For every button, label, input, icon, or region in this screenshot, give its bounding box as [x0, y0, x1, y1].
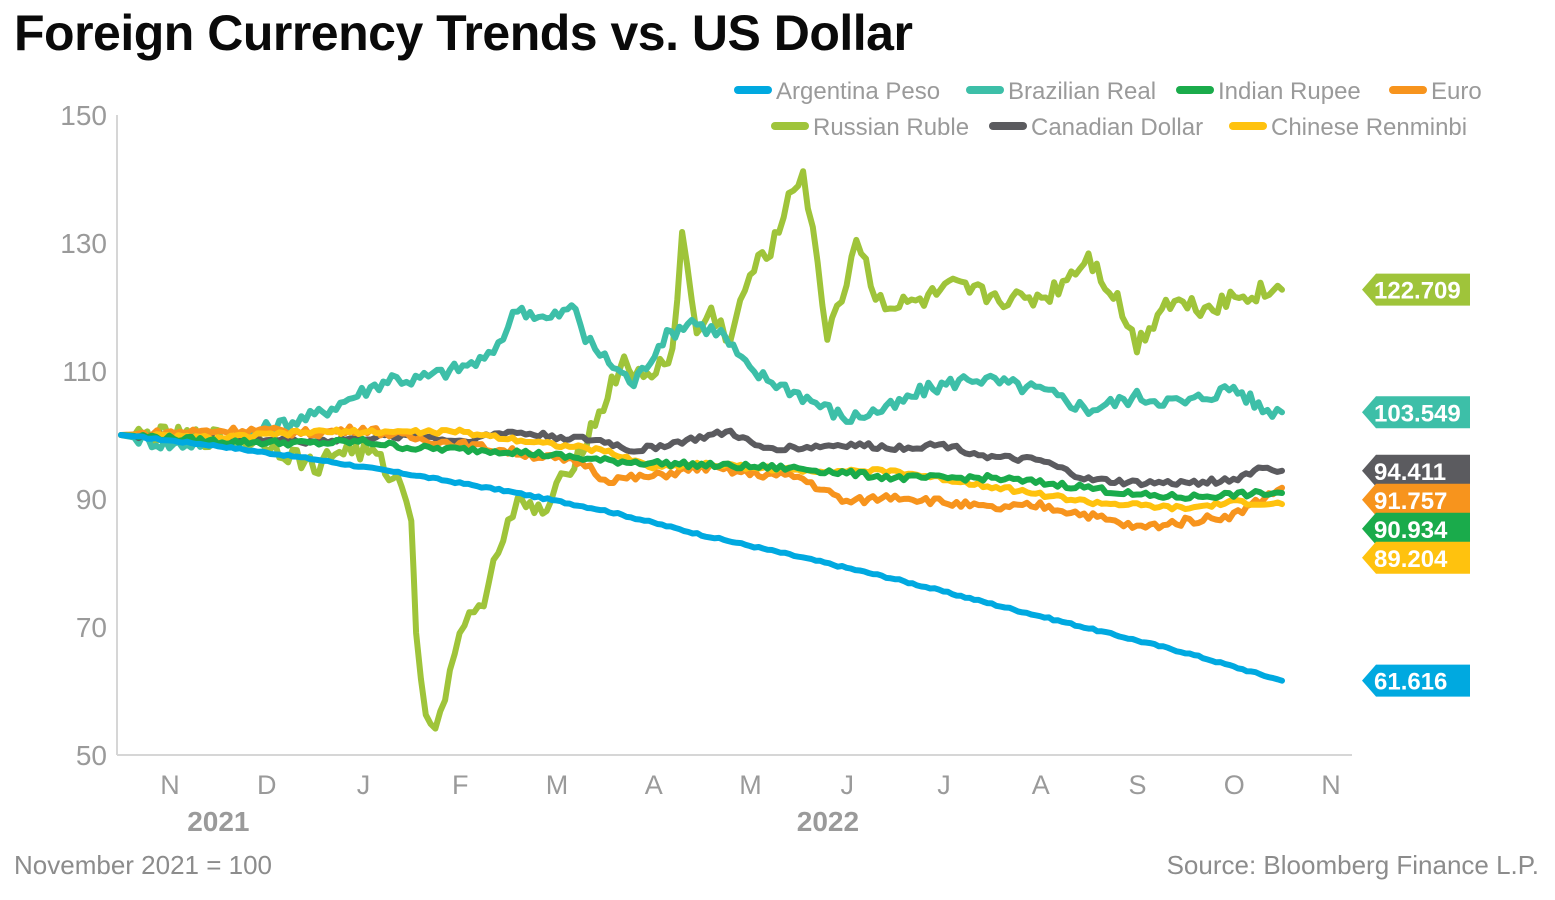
chart-title: Foreign Currency Trends vs. US Dollar — [14, 5, 913, 61]
legend-label: Russian Ruble — [813, 114, 969, 141]
end-value-label: 90.934 — [1374, 517, 1448, 544]
end-value-label: 103.549 — [1374, 400, 1461, 427]
legend-label: Chinese Renminbi — [1271, 114, 1467, 141]
y-tick-label: 70 — [76, 612, 107, 643]
series-line-brazilian-real — [118, 302, 1285, 452]
x-tick-label: S — [1128, 770, 1146, 800]
x-tick-label: J — [937, 770, 951, 800]
x-tick-label: M — [546, 770, 569, 800]
legend-label: Indian Rupee — [1218, 78, 1361, 105]
x-tick-label: A — [645, 770, 663, 800]
x-tick-label: J — [357, 770, 371, 800]
end-value-label: 91.757 — [1374, 488, 1447, 515]
end-value-label: 89.204 — [1374, 546, 1448, 573]
series-line-indian-rupee — [118, 432, 1285, 502]
x-tick-label: N — [1321, 770, 1341, 800]
series-line-russian-ruble — [118, 168, 1285, 732]
end-label-tag — [1362, 396, 1470, 429]
legend-label: Euro — [1431, 78, 1482, 105]
x-tick-label: N — [160, 770, 180, 800]
end-value-label: 122.709 — [1374, 278, 1461, 305]
legend-label: Brazilian Real — [1008, 78, 1156, 105]
source-footnote: Source: Bloomberg Finance L.P. — [1166, 850, 1539, 880]
legend-label: Canadian Dollar — [1031, 114, 1203, 141]
plot-series — [118, 168, 1285, 732]
y-tick-label: 110 — [62, 356, 107, 387]
x-tick-label: J — [841, 770, 855, 800]
baseline-footnote: November 2021 = 100 — [14, 850, 273, 880]
legend: Argentina Peso Brazilian Real Indian Rupee… — [734, 78, 1482, 141]
end-label-tag — [1362, 483, 1470, 516]
end-label-tag — [1362, 454, 1470, 487]
y-tick-label: 90 — [76, 484, 107, 515]
end-value-label: 94.411 — [1374, 459, 1446, 486]
y-tick-label: 130 — [60, 228, 107, 259]
series-line-argentina-peso — [118, 432, 1285, 684]
x-tick-label: F — [452, 770, 469, 800]
end-label-tag — [1362, 512, 1470, 545]
y-axis: 50 70 90 110 130 150 — [60, 100, 118, 771]
y-tick-label: 50 — [76, 740, 107, 771]
x-tick-label: M — [739, 770, 762, 800]
end-label-tag — [1362, 273, 1470, 306]
end-label-tag — [1362, 541, 1470, 574]
x-tick-label: D — [257, 770, 277, 800]
end-value-label: 61.616 — [1374, 669, 1447, 696]
end-label-tag — [1362, 664, 1470, 697]
year-label: 2021 — [187, 806, 249, 837]
x-tick-label: A — [1032, 770, 1050, 800]
y-tick-label: 150 — [60, 100, 107, 131]
legend-label: Argentina Peso — [776, 78, 940, 105]
year-label: 2022 — [797, 806, 859, 837]
x-tick-label: O — [1224, 770, 1245, 800]
